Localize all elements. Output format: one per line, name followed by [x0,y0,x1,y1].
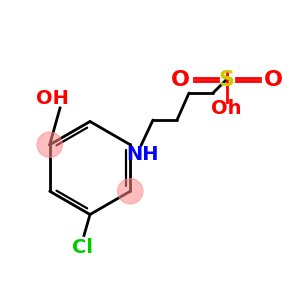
Text: OH: OH [36,89,69,109]
Text: Oh: Oh [211,98,242,118]
Text: O: O [263,70,283,89]
Text: NH: NH [126,145,159,164]
Text: O: O [170,70,190,89]
Text: S: S [218,70,235,89]
Circle shape [37,132,62,157]
Text: Cl: Cl [72,238,93,257]
Circle shape [118,178,143,204]
